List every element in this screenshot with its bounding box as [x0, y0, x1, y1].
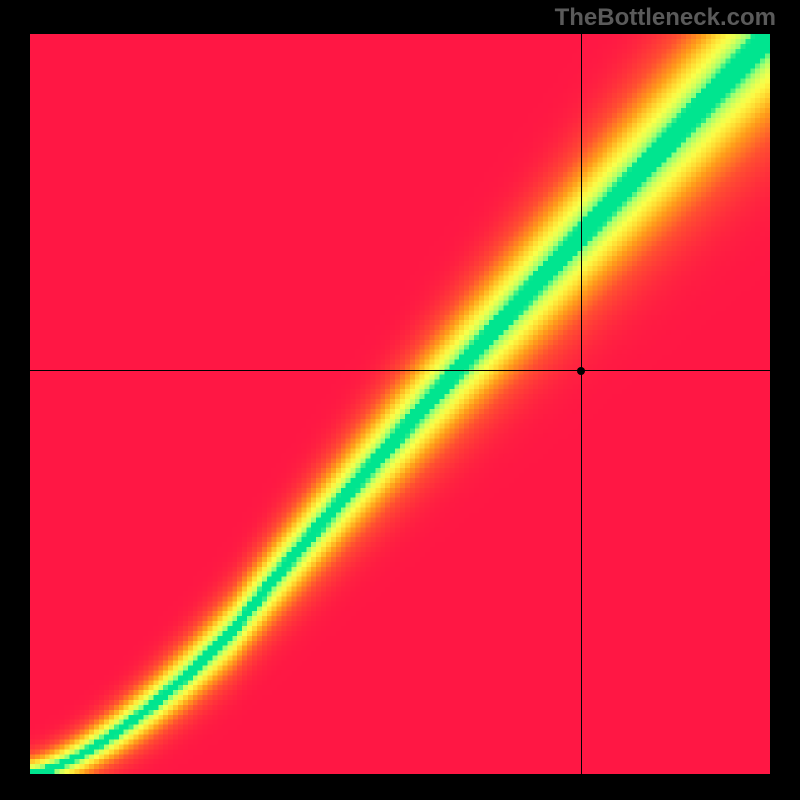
crosshair-dot-icon: [577, 367, 585, 375]
bottleneck-heatmap: [30, 34, 770, 774]
chart-container: TheBottleneck.com: [0, 0, 800, 800]
crosshair-vertical-line: [581, 34, 582, 774]
crosshair-marker: [575, 365, 587, 377]
crosshair-horizontal-line: [30, 370, 770, 371]
watermark-text: TheBottleneck.com: [555, 4, 776, 32]
